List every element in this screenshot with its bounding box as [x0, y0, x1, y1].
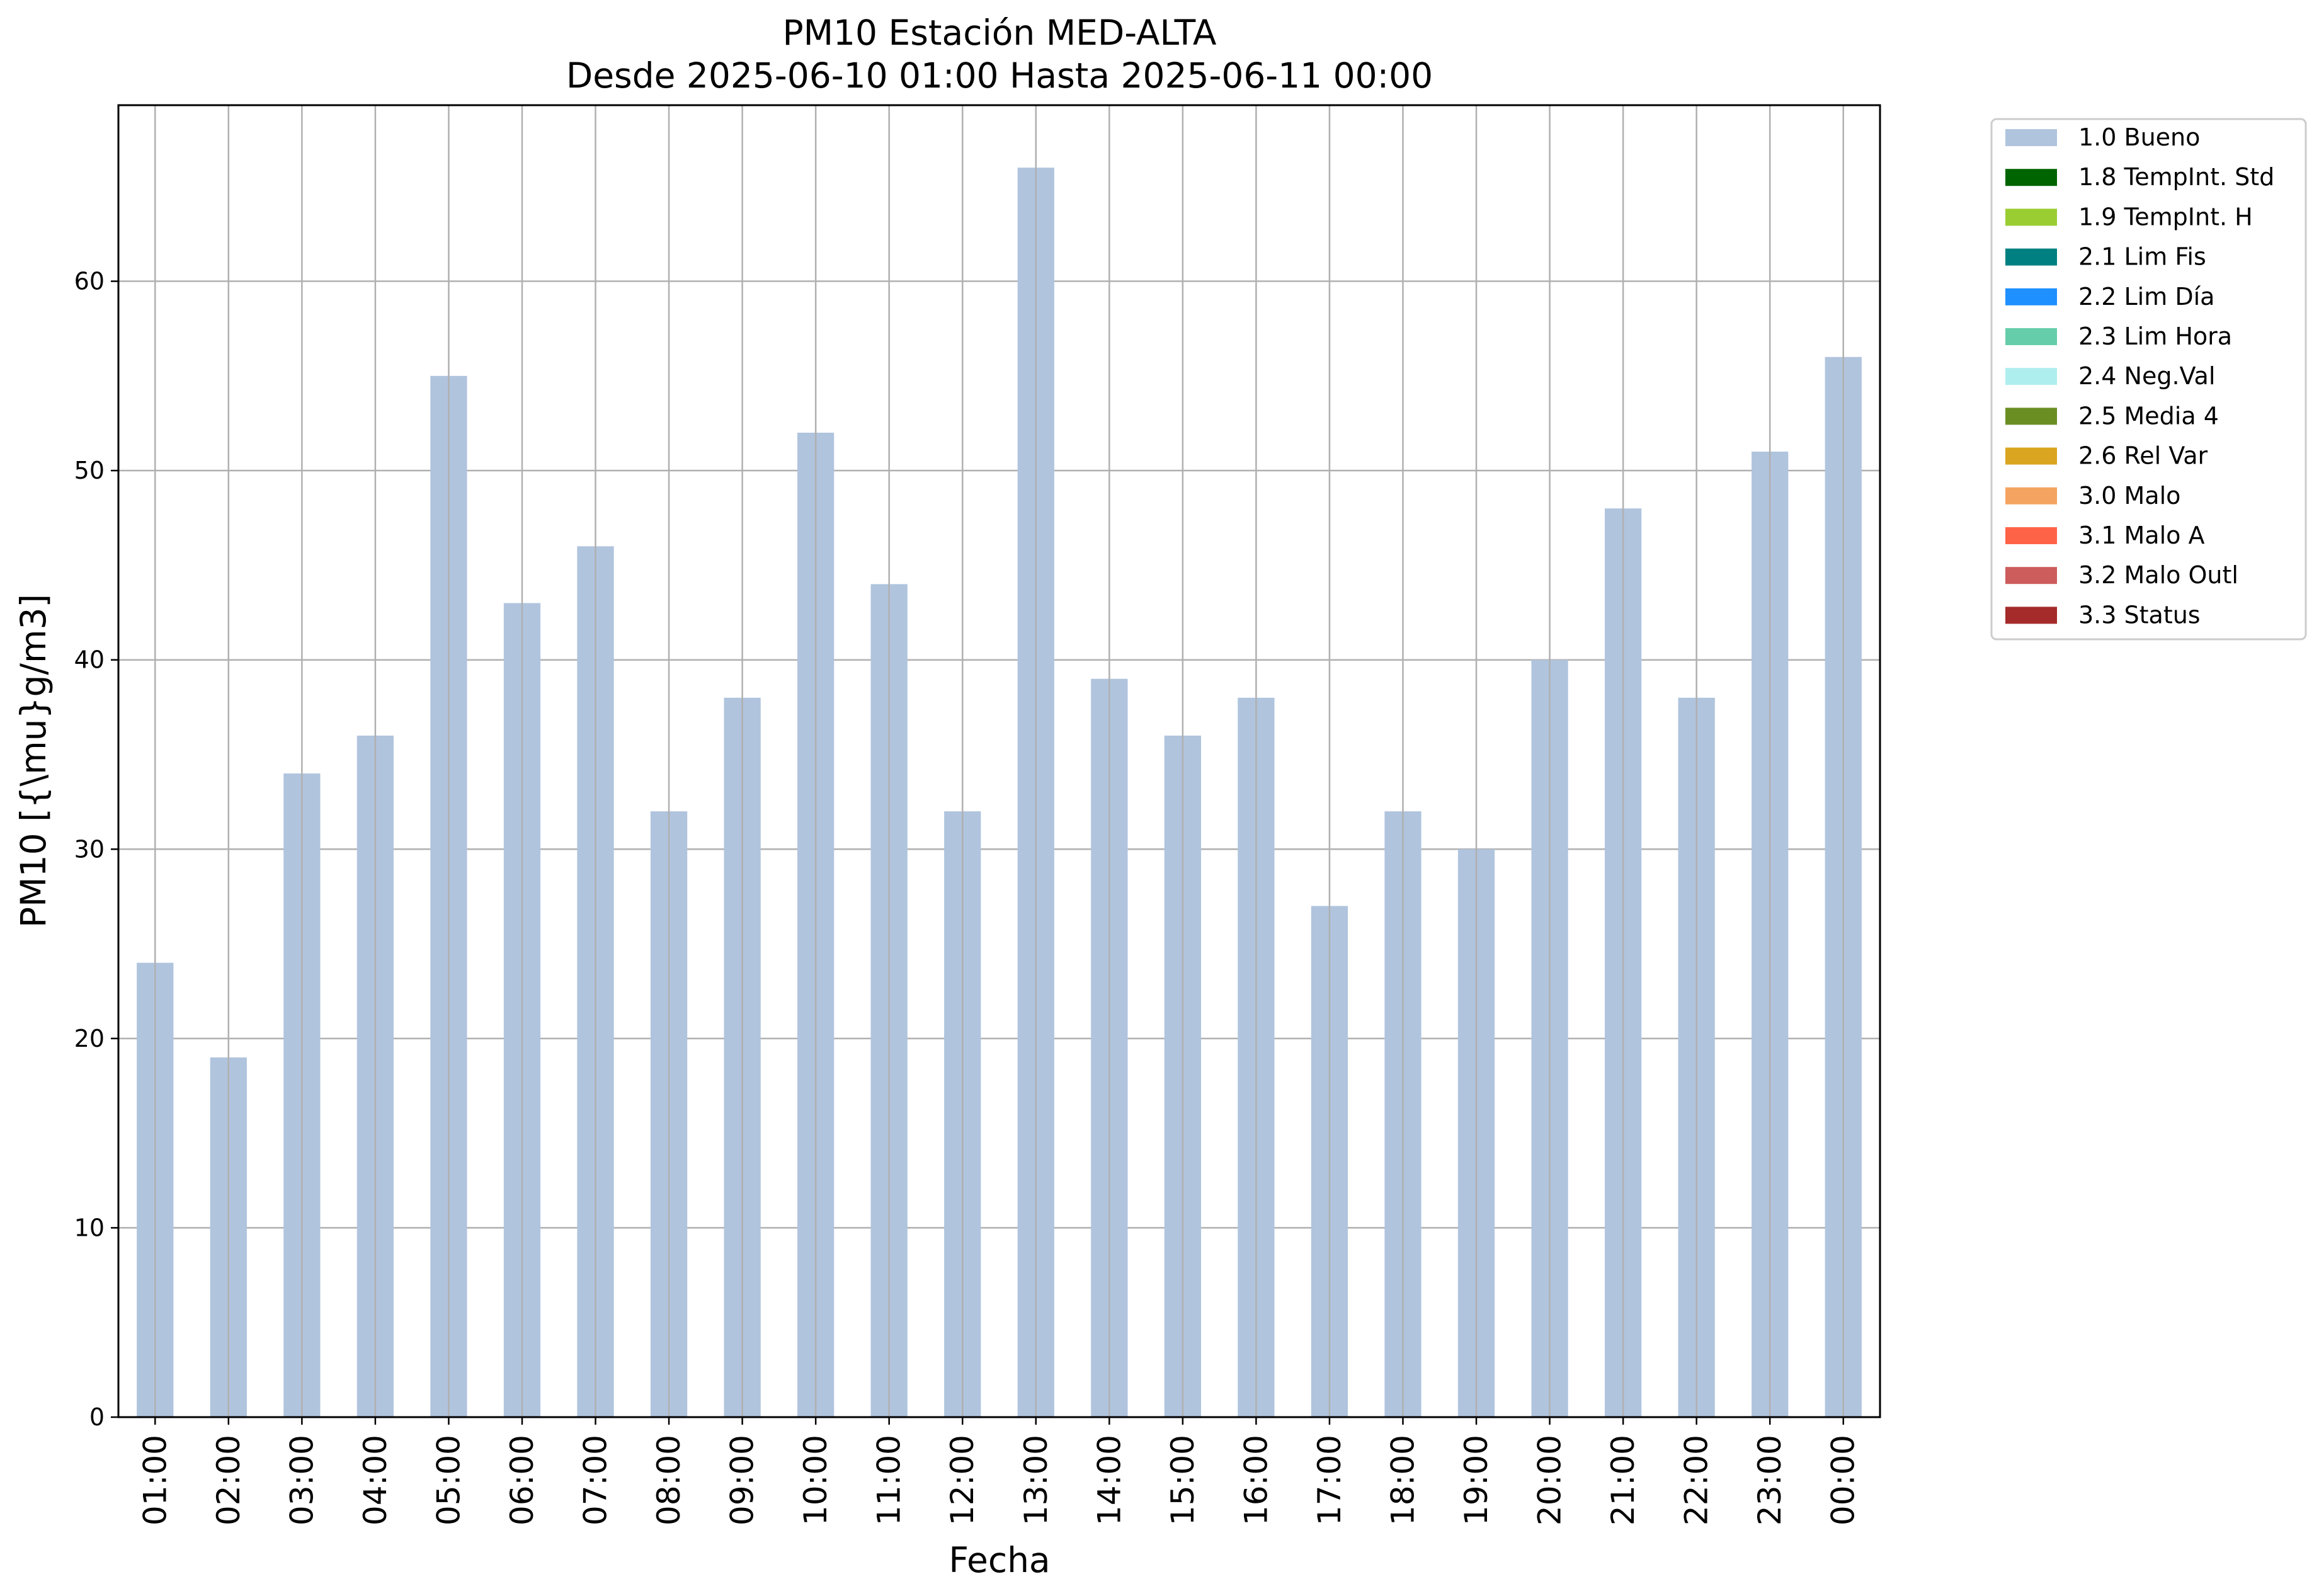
legend-label: 3.2 Malo Outl: [2078, 561, 2238, 589]
y-tick-label: 40: [74, 646, 105, 674]
legend-label: 2.1 Lim Fis: [2078, 243, 2206, 271]
x-tick-label: 16:00: [1238, 1435, 1274, 1525]
x-tick-label: 08:00: [651, 1435, 687, 1525]
y-tick-label: 20: [74, 1025, 105, 1052]
chart-subtitle: Desde 2025-06-10 01:00 Hasta 2025-06-11 …: [566, 55, 1433, 96]
x-tick-label: 21:00: [1605, 1435, 1641, 1525]
x-tick-label: 23:00: [1752, 1435, 1788, 1525]
x-tick-label: 18:00: [1384, 1435, 1421, 1525]
legend-swatch: [2005, 248, 2057, 266]
x-tick-label: 17:00: [1311, 1435, 1348, 1525]
x-tick-label: 11:00: [871, 1435, 908, 1525]
legend-swatch: [2005, 527, 2057, 544]
legend-label: 1.8 TempInt. Std: [2078, 163, 2274, 191]
x-tick-label: 07:00: [578, 1435, 614, 1525]
legend-label: 2.5 Media 4: [2078, 402, 2219, 430]
x-tick-label: 12:00: [944, 1435, 981, 1525]
x-tick-label: 02:00: [210, 1435, 247, 1525]
x-tick-label: 09:00: [724, 1435, 761, 1525]
legend-swatch: [2005, 328, 2057, 345]
plot-frame: [117, 104, 1881, 1418]
x-tick-label: 14:00: [1091, 1435, 1127, 1525]
legend-label: 3.1 Malo A: [2078, 522, 2204, 549]
x-axis: 01:00 02:00 03:00 04:00 05:00 06:00 07:00 08:00…: [137, 1417, 1862, 1525]
y-tick-label: 0: [89, 1403, 105, 1431]
y-tick-label: 10: [74, 1214, 105, 1241]
x-tick-label: 03:00: [283, 1435, 320, 1525]
legend-swatch: [2005, 567, 2057, 584]
x-tick-label: 00:00: [1825, 1435, 1862, 1525]
legend-swatch: [2005, 288, 2057, 305]
x-tick-label: 06:00: [504, 1435, 540, 1525]
legend-swatch: [2005, 169, 2057, 186]
legend-frame: [1990, 118, 2307, 641]
y-axis-label: PM10 [{\mu}g/m3]: [13, 594, 54, 928]
legend-swatch: [2005, 447, 2057, 465]
x-tick-label: 15:00: [1165, 1435, 1201, 1525]
legend-label: 2.6 Rel Var: [2078, 442, 2208, 470]
x-tick-label: 10:00: [797, 1435, 834, 1525]
grid: [118, 280, 1880, 1418]
y-tick-label: 30: [74, 835, 105, 863]
legend: 1.0 Bueno 1.8 TempInt. Std 1.9 TempInt. H 2…: [1990, 118, 2307, 641]
x-tick-label: 01:00: [137, 1435, 173, 1525]
legend-swatch: [2005, 129, 2057, 146]
legend-label: 3.3 Status: [2078, 601, 2201, 629]
legend-swatch: [2005, 208, 2057, 226]
legend-swatch: [2005, 607, 2057, 624]
x-tick-label: 22:00: [1678, 1435, 1715, 1525]
bars: [137, 168, 1862, 1418]
x-tick-label: 20:00: [1532, 1435, 1568, 1525]
x-grid: [154, 105, 1844, 1417]
legend-label: 2.4 Neg.Val: [2078, 362, 2215, 390]
legend-swatch: [2005, 408, 2057, 425]
x-axis-label: Fecha: [949, 1540, 1050, 1580]
x-tick-label: 19:00: [1458, 1435, 1495, 1525]
legend-swatch: [2005, 487, 2057, 504]
x-tick-label: 13:00: [1018, 1435, 1054, 1525]
legend-label: 1.0 Bueno: [2078, 123, 2200, 151]
legend-label: 2.3 Lim Hora: [2078, 322, 2232, 350]
x-tick-label: 05:00: [430, 1435, 467, 1525]
legend-label: 3.0 Malo: [2078, 482, 2180, 510]
x-tick-label: 04:00: [357, 1435, 394, 1525]
y-tick-label: 60: [74, 268, 105, 295]
legend-swatch: [2005, 368, 2057, 385]
y-axis: 0 10 20 30 40 50 60: [74, 268, 118, 1431]
y-tick-label: 50: [74, 457, 105, 484]
legend-label: 2.2 Lim Día: [2078, 283, 2214, 311]
chart-title: PM10 Estación MED-ALTA: [782, 13, 1216, 53]
legend-label: 1.9 TempInt. H: [2078, 203, 2253, 231]
